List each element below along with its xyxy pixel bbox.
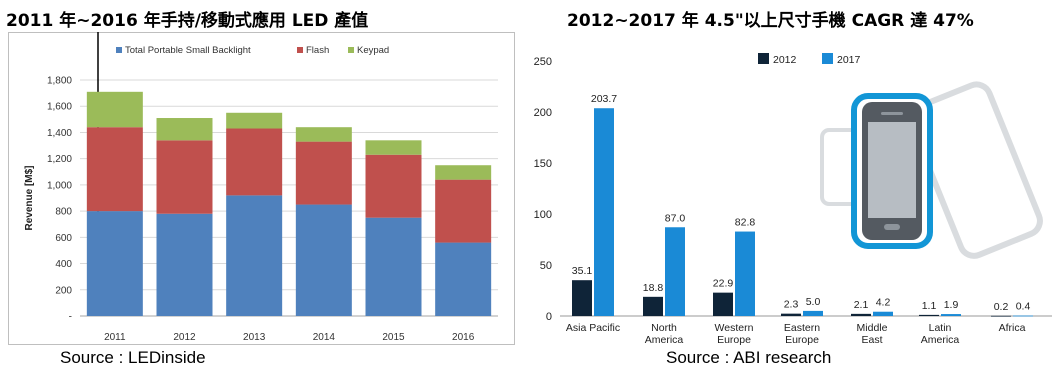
x-tick-label: Europe	[785, 334, 819, 346]
legend-label: Flash	[306, 45, 329, 56]
bar	[781, 313, 801, 316]
bar	[851, 313, 871, 316]
grouped-bar-chart: 0 50 100 150 200 250 35.1 203.7 Asia Pacific 18.8…	[534, 53, 1052, 346]
y-tick-label: 1,200	[47, 154, 72, 165]
y-axis-label: Revenue [M$]	[24, 165, 35, 230]
bar-segment	[295, 141, 352, 205]
bar-segment	[156, 140, 213, 214]
bar-segment	[226, 112, 283, 129]
data-label: 1.9	[944, 299, 959, 311]
y-tick-label: 1,600	[47, 102, 72, 113]
x-tick-label: America	[645, 334, 684, 346]
legend-label: 2017	[837, 54, 861, 66]
bar-segment	[86, 91, 143, 128]
bar	[735, 231, 755, 316]
y-tick-label: 1,400	[47, 128, 72, 139]
bar	[941, 314, 961, 316]
legend-label: 2012	[773, 54, 797, 66]
y-tick-label: 1,000	[47, 180, 72, 191]
data-label: 2.3	[784, 299, 799, 311]
bar-segment	[156, 213, 213, 316]
y-tick-label: 400	[55, 259, 72, 270]
bar-segment	[435, 179, 492, 243]
bar-segment	[435, 242, 492, 316]
x-tick-label: 2013	[243, 332, 266, 343]
bar	[1013, 315, 1033, 317]
legend-swatch	[348, 47, 354, 53]
y-tick-label: 0	[546, 311, 552, 323]
y-tick-label: 800	[55, 207, 72, 218]
bar	[643, 296, 663, 316]
x-tick-label: America	[921, 334, 960, 346]
data-label: 22.9	[713, 278, 734, 290]
legend-swatch	[822, 53, 833, 64]
data-label: 203.7	[591, 93, 617, 105]
right-chart-title: 2012~2017 年 4.5"以上尺寸手機 CAGR 達 47%	[567, 11, 974, 31]
x-tick-label: Asia Pacific	[566, 322, 620, 334]
bar-segment	[86, 211, 143, 316]
phone-illustration	[820, 81, 1043, 259]
x-tick-label: 2011	[104, 332, 126, 343]
right-source-note: Source : ABI research	[666, 348, 832, 367]
x-tick-label: 2016	[452, 332, 475, 343]
x-tick-label: Latin	[929, 322, 952, 334]
x-tick-label: East	[861, 334, 882, 346]
stacked-bar-chart: - 200 400 600 800 1,000 1,200 1,400 1,600 1,800 Re…	[8, 32, 515, 345]
x-tick-label: Africa	[999, 322, 1026, 334]
legend-swatch	[297, 47, 303, 53]
data-label: 87.0	[665, 212, 686, 224]
x-tick-label: Western	[715, 322, 754, 334]
bar-segment	[365, 140, 422, 155]
data-label: 18.8	[643, 282, 664, 294]
data-label: 2.1	[854, 299, 869, 311]
bar	[803, 310, 823, 316]
bar-segment	[365, 154, 422, 218]
bar-segment	[226, 128, 283, 196]
bar-segment	[365, 217, 422, 316]
y-tick-label: 150	[534, 158, 552, 170]
bar-segment	[435, 165, 492, 180]
bar-segment	[295, 127, 352, 142]
bar-segment	[295, 204, 352, 316]
y-tick-label: 100	[534, 209, 552, 221]
x-tick-label: Eastern	[784, 322, 820, 334]
x-tick-label: Middle	[857, 322, 888, 334]
y-tick-label: 50	[540, 260, 552, 272]
x-tick-label: Europe	[717, 334, 751, 346]
y-tick-label: -	[69, 312, 72, 323]
legend-label: Keypad	[357, 45, 389, 56]
x-tick-label: North	[651, 322, 677, 334]
data-label: 82.8	[735, 217, 756, 229]
x-tick-label: 2014	[313, 332, 336, 343]
data-label: 4.2	[876, 297, 891, 309]
bar	[919, 314, 939, 316]
data-label: 0.2	[994, 301, 1009, 313]
left-chart-title: 2011 年~2016 年手持/移動式應用 LED 產值	[6, 11, 369, 31]
legend-swatch	[758, 53, 769, 64]
y-tick-label: 1,800	[47, 76, 72, 87]
bar-segment	[86, 127, 143, 212]
y-tick-label: 600	[55, 233, 72, 244]
legend-swatch	[116, 47, 122, 53]
bar	[594, 108, 614, 316]
data-label: 0.4	[1016, 301, 1031, 313]
bar	[713, 292, 733, 316]
bar-segment	[226, 195, 283, 316]
bar	[572, 280, 592, 316]
y-tick-label: 200	[534, 107, 552, 119]
left-source-note: Source : LEDinside	[60, 348, 206, 367]
data-label: 1.1	[922, 300, 937, 312]
x-tick-label: 2015	[382, 332, 405, 343]
data-label: 5.0	[806, 296, 821, 308]
bar	[665, 227, 685, 316]
y-tick-label: 250	[534, 56, 552, 68]
y-tick-label: 200	[55, 285, 72, 296]
legend-label: Total Portable Small Backlight	[125, 45, 251, 56]
bar	[873, 311, 893, 316]
bar	[991, 315, 1011, 317]
bar-segment	[156, 118, 213, 141]
data-label: 35.1	[572, 265, 593, 277]
x-tick-label: 2012	[173, 332, 196, 343]
